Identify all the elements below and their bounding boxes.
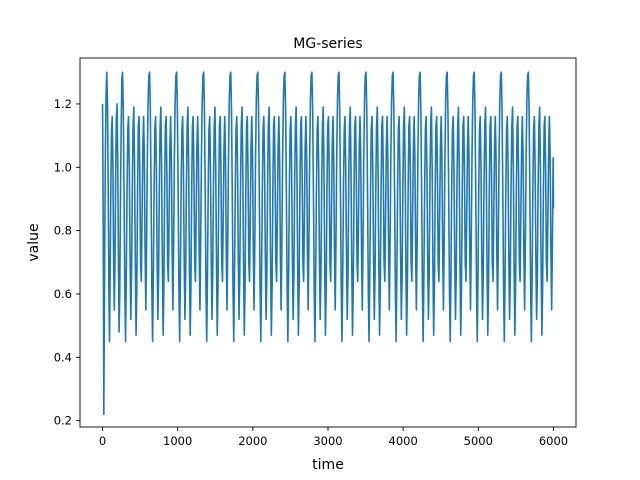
chart-title: MG-series: [293, 36, 362, 52]
y-tick-label: 0.4: [54, 350, 72, 364]
series-line: [101, 71, 555, 416]
y-tick-label: 1.0: [54, 160, 72, 174]
y-tick-label: 0.2: [54, 414, 72, 428]
x-tick-label: 3000: [313, 434, 342, 448]
plot-area: [101, 71, 555, 416]
x-tick-label: 0: [99, 434, 106, 448]
x-axis: 0 1000 2000 3000 4000 5000 6000: [99, 427, 568, 448]
x-tick-label: 6000: [539, 434, 568, 448]
y-tick-label: 1.2: [54, 97, 72, 111]
y-axis: 0.2 0.4 0.6 0.8 1.0 1.2: [54, 97, 80, 428]
x-tick-label: 5000: [464, 434, 493, 448]
y-tick-label: 0.8: [54, 224, 72, 238]
x-tick-label: 2000: [238, 434, 267, 448]
x-axis-label: time: [312, 457, 344, 473]
x-tick-label: 1000: [163, 434, 192, 448]
y-axis-label: value: [26, 223, 42, 261]
x-tick-label: 4000: [389, 434, 418, 448]
y-tick-label: 0.6: [54, 287, 72, 301]
